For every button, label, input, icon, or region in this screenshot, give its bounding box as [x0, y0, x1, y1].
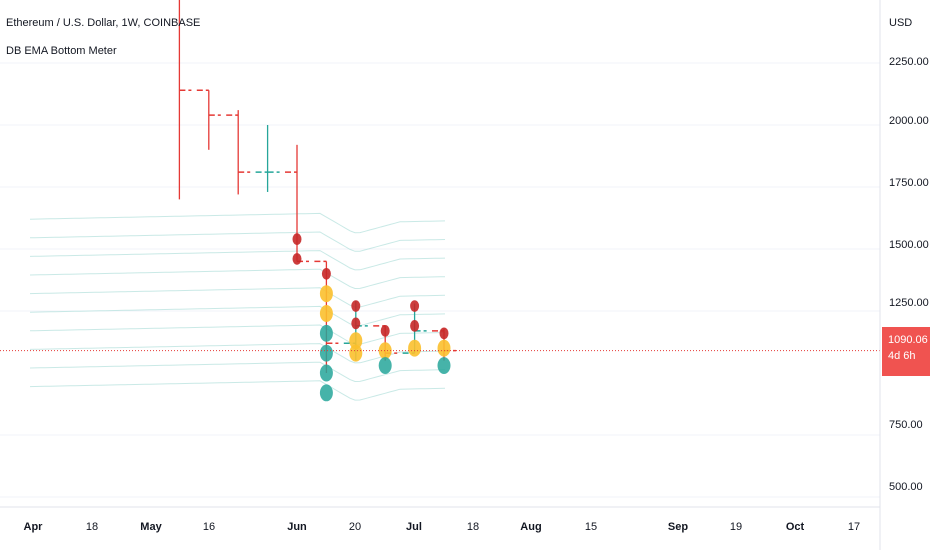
ema-band-line [29, 361, 446, 383]
time-tick-label: May [140, 521, 162, 533]
indicator-legend[interactable]: DB EMA Bottom Meter [6, 45, 117, 57]
signal-dot [351, 317, 361, 330]
signal-dot [321, 267, 331, 280]
ema-band-line [29, 250, 446, 271]
grid-lines [0, 62, 880, 498]
ema-band [29, 212, 446, 401]
signal-dot [378, 357, 392, 375]
symbol-legend[interactable]: Ethereum / U.S. Dollar, 1W, COINBASE [6, 17, 201, 29]
signal-dot [351, 300, 361, 312]
time-tick-label: 18 [466, 521, 480, 533]
price-tick-label: 1500.00 [889, 239, 929, 251]
ema-band-line [29, 287, 446, 308]
time-tick-label: 18 [85, 521, 99, 533]
bar-countdown: 4d 6h [888, 350, 916, 362]
signal-dot [349, 344, 363, 362]
signal-dot [439, 327, 449, 340]
signal-dot [319, 324, 333, 342]
signal-dot [437, 339, 451, 357]
signal-dots [292, 233, 451, 402]
time-tick-label: Jun [287, 521, 307, 533]
signal-dot [319, 285, 333, 303]
time-tick-label: 19 [729, 521, 743, 533]
time-tick-label: 15 [584, 521, 598, 533]
signal-dot [408, 339, 422, 357]
ema-band-line [29, 212, 446, 234]
ema-band-line [29, 343, 446, 364]
price-tick-label: 2000.00 [889, 115, 929, 127]
last-price-value: 1090.06 [888, 334, 928, 346]
signal-dot [410, 300, 420, 312]
signal-dot [319, 364, 333, 382]
time-tick-label: Apr [23, 521, 43, 533]
price-tick-label: 1250.00 [889, 297, 929, 309]
time-tick-label: Sep [667, 521, 689, 533]
signal-dot [319, 384, 333, 402]
currency-label: USD [889, 17, 913, 29]
ema-band-line [29, 268, 446, 290]
signal-dot [380, 324, 390, 337]
signal-dot [319, 305, 333, 322]
time-tick-label: 16 [202, 521, 216, 533]
signal-dot [292, 233, 302, 245]
time-tick-label: Jul [406, 521, 422, 533]
ema-band-line [29, 380, 446, 401]
signal-dot [349, 332, 363, 350]
ema-band-line [29, 324, 446, 345]
time-tick-label: Aug [520, 521, 542, 533]
ema-band-line [29, 231, 446, 252]
time-tick-label: Oct [785, 521, 805, 533]
signal-dot [437, 357, 451, 375]
signal-dot [378, 342, 392, 360]
price-tick-label: 500.00 [889, 481, 923, 493]
price-tick-label: 2250.00 [889, 56, 929, 68]
signal-dot [292, 253, 302, 265]
price-tick-label: 1750.00 [889, 177, 929, 189]
time-tick-label: 17 [847, 521, 861, 533]
signal-dot [410, 320, 420, 332]
time-tick-label: 20 [348, 521, 362, 533]
price-tick-label: 750.00 [889, 419, 923, 431]
signal-dot [319, 344, 333, 362]
last-price-badge: 1090.06 4d 6h [882, 327, 930, 376]
ema-band-line [29, 305, 446, 327]
